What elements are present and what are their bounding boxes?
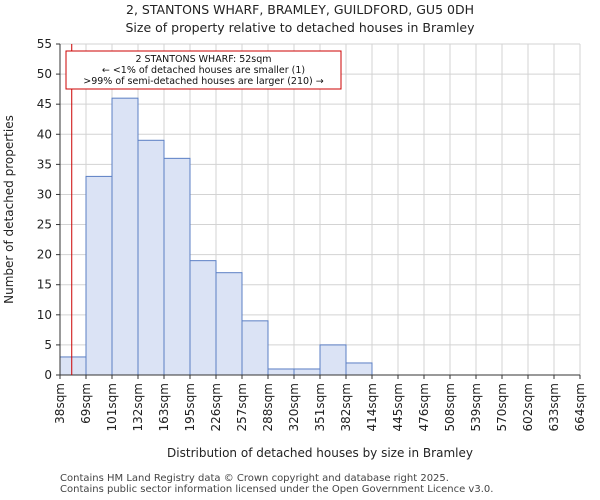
annotation-box xyxy=(65,50,342,90)
y-tick-label: 15 xyxy=(37,278,52,292)
chart-canvas: 0 5 10 15 20 25 30 35 40 45 50 55 38sqm 69sqm 101sqm 13… xyxy=(2,37,587,460)
axes: 0 5 10 15 20 25 30 35 40 45 50 55 38sqm 69sqm 101sqm 13… xyxy=(37,37,587,431)
y-tick-label: 40 xyxy=(37,127,52,141)
chart-title: 2, STANTONS WHARF, BRAMLEY, GUILDFORD, G… xyxy=(126,2,474,17)
histogram-bar xyxy=(85,175,113,376)
histogram-bar xyxy=(267,368,295,376)
annotation-line-3: >99% of semi-detached houses are larger … xyxy=(83,76,324,87)
x-tick-label: 602sqm xyxy=(521,383,535,431)
x-axis-label: Distribution of detached houses by size … xyxy=(167,446,473,460)
x-tick-label: 257sqm xyxy=(235,383,249,431)
x-tick-label: 288sqm xyxy=(261,383,275,431)
x-tick-label: 320sqm xyxy=(287,383,301,431)
histogram-bar xyxy=(293,368,321,376)
annotation-line-2: ← <1% of detached houses are smaller (1) xyxy=(102,65,305,76)
x-tick-label: 414sqm xyxy=(365,383,379,431)
histogram-bar xyxy=(319,344,347,376)
y-tick-label: 30 xyxy=(37,187,52,201)
x-tick-label: 69sqm xyxy=(79,383,93,424)
histogram-bar xyxy=(189,260,217,376)
x-tick-label: 195sqm xyxy=(183,383,197,431)
x-tick-label: 101sqm xyxy=(105,383,119,431)
histogram-bar xyxy=(345,362,373,376)
y-tick-label: 0 xyxy=(44,368,52,382)
property-marker: 2 STANTONS WHARF: 52sqm ← <1% of detache… xyxy=(65,44,342,375)
x-tick-label: 570sqm xyxy=(495,383,509,431)
x-tick-label: 664sqm xyxy=(573,383,587,431)
annotation-line-1: 2 STANTONS WHARF: 52sqm xyxy=(135,54,271,65)
histogram-bars xyxy=(59,97,373,376)
x-tick-label: 351sqm xyxy=(313,383,327,431)
chart-subtitle: Size of property relative to detached ho… xyxy=(125,20,475,35)
x-tick-label: 226sqm xyxy=(209,383,223,431)
y-tick-label: 50 xyxy=(37,67,52,81)
x-tick-label: 445sqm xyxy=(391,383,405,431)
histogram-bar xyxy=(137,139,165,376)
x-tick-label: 539sqm xyxy=(469,383,483,431)
histogram-bar xyxy=(59,356,87,376)
histogram-bar xyxy=(163,157,191,376)
y-tick-label: 5 xyxy=(44,338,52,352)
y-tick-label: 10 xyxy=(37,308,52,322)
histogram-bar xyxy=(215,272,243,376)
histogram-bar xyxy=(111,97,139,376)
x-tick-label: 163sqm xyxy=(157,383,171,431)
attribution-line-1: Contains HM Land Registry data © Crown c… xyxy=(60,473,449,484)
y-tick-label: 25 xyxy=(37,218,52,232)
histogram-bar xyxy=(241,320,269,376)
x-tick-label: 633sqm xyxy=(547,383,561,431)
x-tick-label: 132sqm xyxy=(131,383,145,431)
y-tick-label: 35 xyxy=(37,157,52,171)
attribution-line-2: Contains public sector information licen… xyxy=(60,484,494,495)
x-tick-label: 38sqm xyxy=(53,383,67,424)
x-tick-label: 508sqm xyxy=(443,383,457,431)
y-tick-label: 45 xyxy=(37,97,52,111)
x-tick-label: 382sqm xyxy=(339,383,353,431)
x-tick-label: 476sqm xyxy=(417,383,431,431)
y-tick-label: 20 xyxy=(37,248,52,262)
y-axis-label: Number of detached properties xyxy=(2,115,16,304)
y-tick-label: 55 xyxy=(37,37,52,51)
